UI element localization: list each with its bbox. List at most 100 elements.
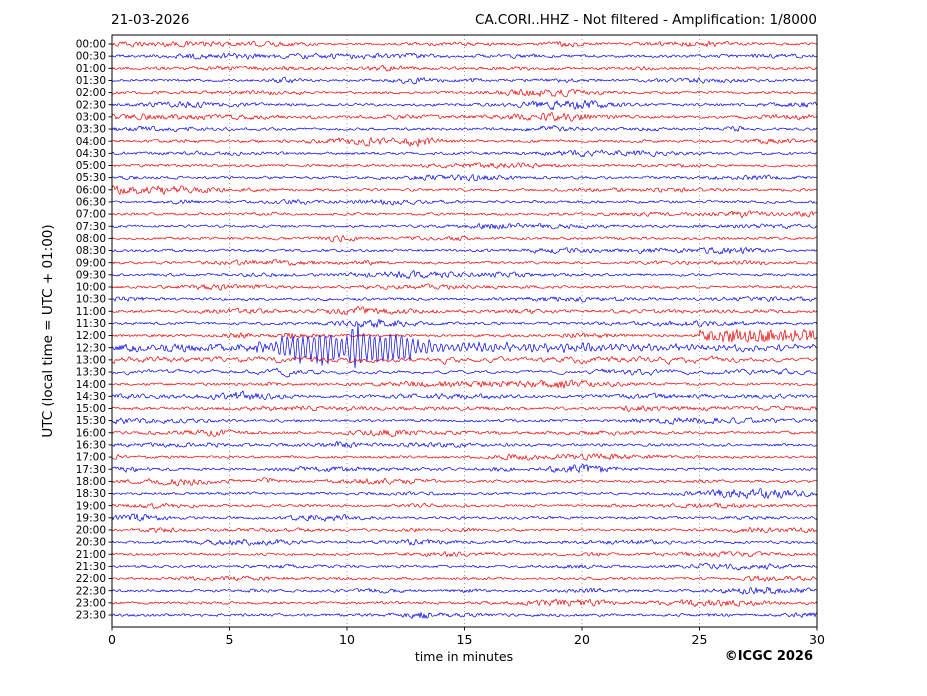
seismic-traces — [112, 40, 817, 619]
y-tick-label: 14:00 — [76, 379, 106, 391]
y-tick-label: 02:30 — [76, 99, 106, 111]
trace-row-0830 — [112, 247, 817, 255]
y-tick-label: 14:30 — [76, 391, 106, 403]
y-tick-label: 06:30 — [76, 197, 106, 209]
trace-row-0500 — [112, 162, 817, 169]
y-tick-label: 19:00 — [76, 500, 106, 512]
trace-row-0600 — [112, 185, 817, 195]
y-tick-label: 05:30 — [76, 172, 106, 184]
y-tick-label: 17:00 — [76, 452, 106, 464]
y-tick-label: 07:30 — [76, 221, 106, 233]
trace-row-0700 — [112, 210, 817, 219]
trace-row-0930 — [112, 270, 817, 279]
y-tick-label: 13:30 — [76, 367, 106, 379]
trace-row-0130 — [112, 76, 817, 85]
y-tick-label: 08:30 — [76, 245, 106, 257]
trace-row-1130 — [112, 318, 817, 328]
y-tick-label: 09:30 — [76, 269, 106, 281]
y-tick-label: 20:00 — [76, 525, 106, 537]
trace-row-2100 — [112, 551, 817, 558]
trace-row-2030 — [112, 538, 817, 546]
x-tick-label: 10 — [339, 632, 355, 647]
y-tick-label: 01:30 — [76, 75, 106, 87]
trace-row-1500 — [112, 405, 817, 413]
y-tick-label: 21:30 — [76, 561, 106, 573]
x-tick-labels: 0 5 10 15 20 25 30 — [108, 632, 825, 647]
trace-row-1400 — [112, 379, 817, 389]
trace-row-1900 — [112, 502, 817, 510]
y-tick-label: 16:30 — [76, 440, 106, 452]
x-axis-label: time in minutes — [414, 649, 514, 664]
y-tick-label: 22:30 — [76, 585, 106, 597]
y-tick-label: 06:00 — [76, 184, 106, 196]
y-tick-label: 00:00 — [76, 39, 106, 51]
trace-row-0400 — [112, 137, 817, 147]
trace-row-1530 — [112, 417, 817, 425]
trace-row-0030 — [112, 52, 817, 60]
trace-row-0100 — [112, 64, 817, 72]
trace-row-0530 — [112, 174, 817, 182]
y-tick-label: 21:00 — [76, 549, 106, 561]
trace-row-0430 — [112, 149, 817, 158]
y-tick-label: 19:30 — [76, 512, 106, 524]
trace-row-1430 — [112, 390, 817, 401]
y-tick-label: 15:00 — [76, 403, 106, 415]
tick-marks — [108, 43, 818, 631]
x-tick-label: 25 — [692, 632, 708, 647]
gridlines — [229, 35, 700, 627]
trace-row-1600 — [112, 429, 817, 438]
trace-row-2300 — [112, 598, 817, 607]
trace-row-0330 — [112, 125, 817, 133]
trace-row-0900 — [112, 259, 817, 266]
trace-row-1630 — [112, 440, 817, 448]
y-tick-label: 20:30 — [76, 537, 106, 549]
y-tick-label: 03:30 — [76, 124, 106, 136]
y-tick-label: 00:30 — [76, 51, 106, 63]
y-tick-labels: 00:0000:3001:0001:3002:0002:3003:0003:30… — [76, 39, 106, 622]
trace-row-0730 — [112, 222, 817, 230]
trace-row-0230 — [112, 99, 817, 111]
y-tick-label: 05:00 — [76, 160, 106, 172]
trace-row-1300 — [112, 355, 817, 365]
x-tick-label: 30 — [809, 632, 825, 647]
y-tick-label: 09:00 — [76, 257, 106, 269]
trace-row-2130 — [112, 562, 817, 571]
date-title: 21-03-2026 — [111, 12, 190, 28]
y-tick-label: 13:00 — [76, 354, 106, 366]
y-tick-label: 11:30 — [76, 318, 106, 330]
y-tick-label: 16:00 — [76, 427, 106, 439]
trace-row-1930 — [112, 513, 817, 522]
trace-row-1030 — [112, 296, 817, 303]
trace-row-0300 — [112, 112, 817, 122]
trace-row-1230 — [112, 323, 817, 369]
y-tick-label: 01:00 — [76, 63, 106, 75]
trace-row-0630 — [112, 198, 817, 206]
y-tick-label: 08:00 — [76, 233, 106, 245]
trace-row-1800 — [112, 477, 817, 487]
trace-row-0200 — [112, 88, 817, 98]
copyright-label: ©ICGC 2026 — [724, 649, 813, 664]
trace-row-1100 — [112, 306, 817, 315]
station-title: CA.CORI..HHZ - Not filtered - Amplificat… — [475, 12, 817, 28]
y-tick-label: 02:00 — [76, 87, 106, 99]
y-tick-label: 17:30 — [76, 464, 106, 476]
y-tick-label: 10:30 — [76, 294, 106, 306]
y-tick-label: 23:30 — [76, 610, 106, 622]
y-tick-label: 07:00 — [76, 209, 106, 221]
y-tick-label: 04:00 — [76, 136, 106, 148]
y-tick-label: 23:00 — [76, 597, 106, 609]
y-tick-label: 18:00 — [76, 476, 106, 488]
trace-row-2200 — [112, 575, 817, 582]
x-tick-label: 20 — [574, 632, 590, 647]
trace-row-1700 — [112, 453, 817, 461]
trace-row-1200 — [112, 328, 817, 343]
y-tick-label: 04:30 — [76, 148, 106, 160]
y-tick-label: 18:30 — [76, 488, 106, 500]
y-tick-label: 15:30 — [76, 415, 106, 427]
trace-row-1730 — [112, 463, 817, 473]
y-tick-label: 12:00 — [76, 330, 106, 342]
trace-row-2330 — [112, 612, 817, 619]
x-tick-label: 5 — [226, 632, 234, 647]
trace-row-0800 — [112, 235, 817, 243]
